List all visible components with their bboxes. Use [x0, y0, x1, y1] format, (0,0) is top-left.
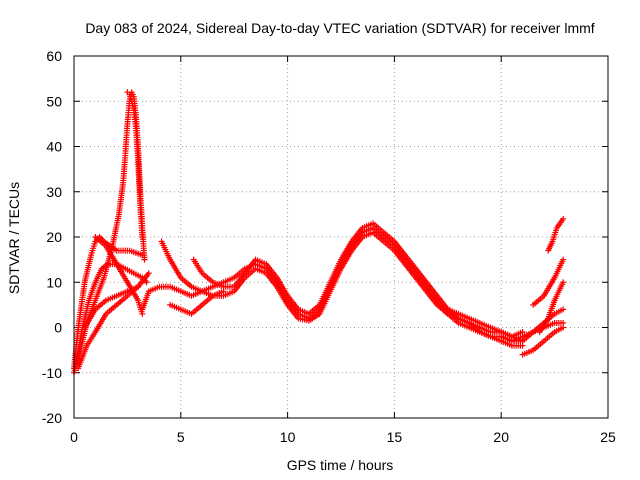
series-arc-m	[545, 215, 567, 254]
x-axis-title: GPS time / hours	[287, 457, 394, 473]
data-point	[560, 324, 567, 331]
data-point	[560, 279, 567, 286]
y-tick-label: 0	[54, 320, 62, 336]
data-point	[220, 288, 227, 295]
data-point	[141, 256, 148, 263]
series-arc-n	[536, 279, 567, 336]
x-tick-label: 15	[387, 429, 403, 445]
series-arc-o	[444, 306, 526, 345]
y-tick-label: 40	[46, 139, 62, 155]
data-point	[560, 306, 567, 313]
y-tick-label: -10	[42, 365, 62, 381]
y-tick-label: 60	[46, 48, 62, 64]
x-tick-label: 25	[600, 429, 616, 445]
y-tick-label: -20	[42, 410, 62, 426]
grid-layer	[74, 56, 608, 418]
data-point	[519, 338, 526, 345]
series-arc-e	[92, 234, 146, 317]
series-arc-h	[190, 220, 526, 349]
x-tick-label: 5	[177, 429, 185, 445]
data-point	[560, 215, 567, 222]
data-point	[139, 252, 146, 259]
x-tick-label: 20	[493, 429, 509, 445]
data-point	[560, 256, 567, 263]
chart-title: Day 083 of 2024, Sidereal Day-to-day VTE…	[85, 20, 594, 36]
x-tick-label: 0	[70, 429, 78, 445]
y-axis-title: SDTVAR / TECUs	[6, 182, 22, 294]
plot-frame	[73, 55, 609, 419]
series-arc-l	[530, 256, 567, 308]
series-arc-k	[519, 324, 567, 358]
data-point	[135, 283, 142, 290]
y-tick-label: 20	[46, 229, 62, 245]
points-layer	[71, 89, 567, 376]
series-arc-peak-b	[124, 89, 146, 240]
ticks-layer: 0 5 10 15 20 25 -20 -10 0 10 20 30 40 50 60	[42, 48, 616, 445]
y-tick-label: 50	[46, 93, 62, 109]
x-tick-label: 10	[280, 429, 296, 445]
data-point	[139, 234, 146, 240]
y-tick-label: 10	[46, 274, 62, 290]
series-arc-d	[81, 283, 142, 331]
data-point	[145, 270, 152, 277]
series-arc-i	[167, 288, 227, 317]
y-tick-label: 30	[46, 184, 62, 200]
